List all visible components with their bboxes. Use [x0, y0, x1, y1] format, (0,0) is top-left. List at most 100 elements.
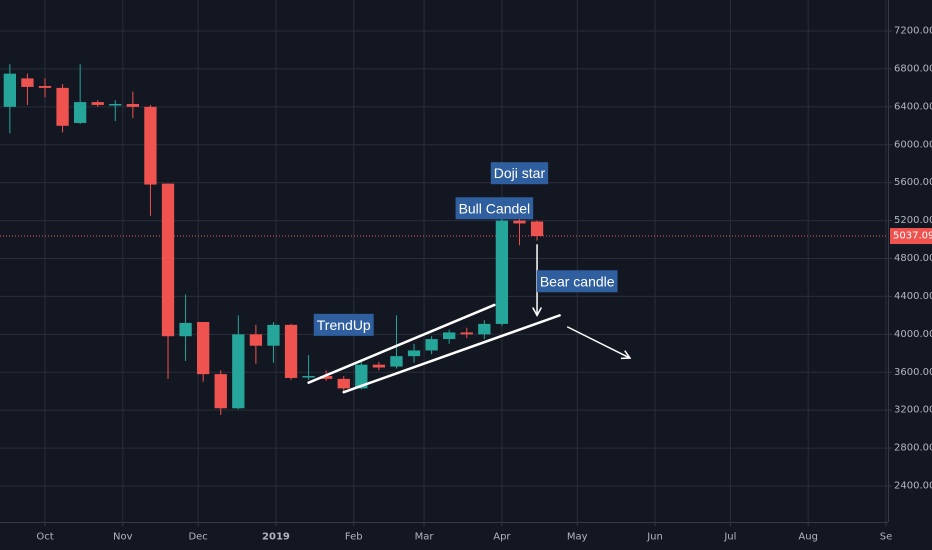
last-price-tag-background — [890, 228, 932, 245]
bull-candle — [425, 336, 438, 355]
time-axis[interactable]: Oct Nov Dec 2019 Feb Mar Apr May Jun Jul Aug Se — [0, 522, 932, 550]
price-tick-label: 5600.00 — [894, 177, 932, 188]
bear-candle — [214, 370, 227, 415]
candle-body — [232, 334, 245, 409]
time-tick-label: May — [567, 532, 588, 543]
bear-candle — [91, 100, 104, 107]
price-tick-label: 3600.00 — [894, 367, 932, 378]
time-tick-label: Dec — [188, 532, 207, 543]
bear-candle — [372, 361, 386, 371]
price-tick-label: 6000.00 — [894, 139, 932, 150]
price-tick-label: 3200.00 — [894, 405, 932, 416]
time-tick-label: Apr — [493, 532, 511, 543]
candle-body — [161, 183, 175, 337]
bear-candle — [161, 183, 175, 379]
bear-candle — [337, 376, 350, 394]
candle-body — [425, 339, 438, 351]
bull-candle — [495, 213, 509, 326]
price-tick-label: 2800.00 — [894, 443, 932, 454]
text-annotations: TrendUp Bull Candel Doji star Bear candle — [313, 162, 618, 336]
bear-candle — [21, 73, 34, 105]
price-tick-label: 4000.00 — [894, 329, 932, 340]
candle-body — [284, 324, 298, 378]
price-tick-label: 6800.00 — [894, 63, 932, 74]
candle-body — [337, 378, 350, 389]
time-axis-background — [0, 522, 932, 550]
annotation-text: Doji star — [494, 165, 546, 181]
price-tick-label: 4800.00 — [894, 253, 932, 264]
annotation-label: Bull Candel — [455, 197, 534, 220]
annotation-background — [490, 162, 549, 185]
last-price-tag-text: 5037.09 — [893, 231, 932, 242]
time-tick-label: Se — [880, 532, 893, 543]
candle-body — [179, 322, 192, 337]
price-axis-background — [888, 0, 932, 550]
time-tick-label: Jul — [723, 532, 736, 543]
candle-body — [38, 85, 52, 88]
candle-body — [73, 102, 87, 123]
candle-body — [302, 376, 315, 378]
candle-body — [495, 220, 509, 324]
bull-candle — [3, 64, 17, 134]
annotation-text: TrendUp — [317, 317, 371, 333]
annotation-background — [313, 313, 374, 336]
time-tick-label: Aug — [798, 532, 818, 543]
candle-body — [355, 364, 368, 389]
time-tick-label: 2019 — [262, 532, 290, 543]
last-price-tag: 5037.09 — [890, 228, 932, 245]
candle-body — [460, 332, 473, 335]
bear-candle — [249, 324, 263, 364]
candle-body — [249, 334, 263, 346]
bull-candle — [109, 100, 122, 122]
annotation-label: Doji star — [490, 162, 549, 185]
trend-channel-line — [342, 314, 561, 394]
price-tick-label: 2400.00 — [894, 481, 932, 492]
time-tick-label: Oct — [36, 532, 53, 543]
bear-candle — [513, 215, 526, 246]
price-tick-label: 7200.00 — [894, 26, 932, 37]
price-tick-label: 5200.00 — [894, 215, 932, 226]
time-tick-label: Nov — [113, 532, 133, 543]
bear-candle — [460, 327, 473, 339]
trend-channel-line — [307, 303, 496, 384]
bear-candle — [144, 104, 157, 216]
arrow-shaft — [566, 326, 631, 359]
bull-candle — [478, 320, 491, 340]
time-tick-label: Feb — [345, 532, 363, 543]
bull-candle — [443, 329, 456, 344]
bull-candle — [390, 315, 403, 369]
candle-body — [56, 87, 69, 126]
annotation-label: Bear candle — [536, 270, 618, 293]
candles — [3, 64, 544, 415]
bear-candle — [197, 322, 210, 382]
bull-candle — [407, 343, 421, 363]
candle-body — [197, 322, 210, 375]
candle-body — [267, 324, 280, 346]
annotation-text: Bull Candel — [459, 200, 531, 216]
bear-candle — [126, 91, 140, 119]
bull-candle — [302, 355, 315, 380]
candle-body — [109, 103, 122, 106]
annotation-background — [536, 270, 618, 293]
bull-candle — [232, 315, 245, 410]
price-axis[interactable]: 2400.00 2800.00 3200.00 3600.00 4000.00 4400.… — [888, 0, 932, 550]
candle-body — [478, 323, 491, 335]
candle-body — [407, 350, 421, 357]
candle-body — [320, 376, 333, 379]
bull-candle — [267, 322, 280, 363]
candle-body — [513, 220, 526, 224]
arrow-head — [532, 307, 543, 317]
time-tick-label: Jun — [646, 532, 663, 543]
candle-body — [390, 356, 403, 367]
candle-body — [21, 78, 34, 87]
annotation-text: Bear candle — [540, 273, 615, 289]
candle-body — [214, 374, 227, 409]
candle-body — [3, 73, 17, 107]
candle-body — [443, 332, 456, 340]
annotation-label: TrendUp — [313, 313, 374, 336]
candle-body — [144, 106, 157, 185]
arrow-head — [620, 350, 632, 360]
bear-candle — [530, 220, 544, 241]
